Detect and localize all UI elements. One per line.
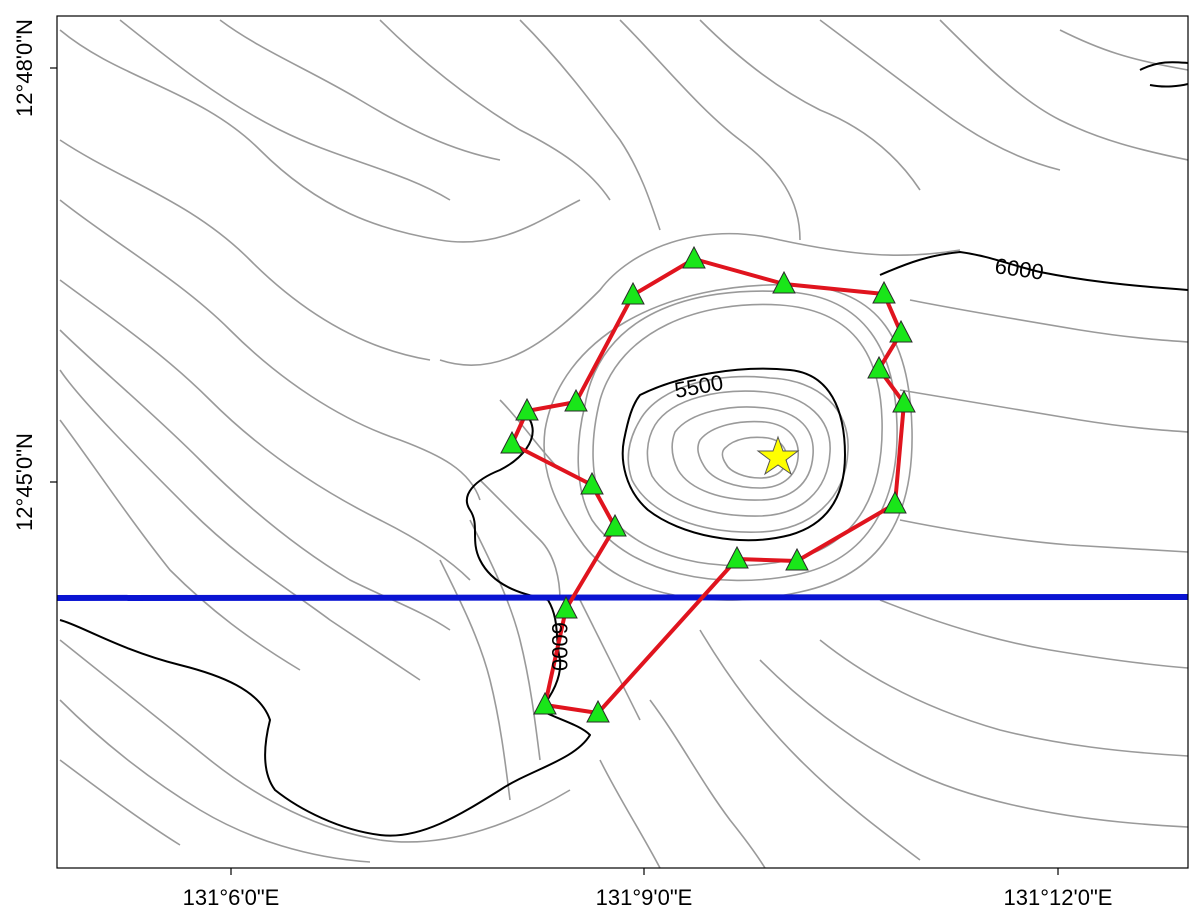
x-axis-labels: 131°6'0"E 131°9'0"E 131°12'0"E bbox=[183, 885, 1113, 910]
station-triangle-icon bbox=[867, 355, 891, 379]
station-triangle-icon bbox=[603, 513, 627, 537]
station-triangle-icon bbox=[533, 691, 557, 715]
station-triangle-icon bbox=[772, 270, 796, 294]
contour-label-5500: 5500 bbox=[673, 370, 726, 403]
y-tick-label: 12°45'0"N bbox=[12, 433, 37, 531]
axis-ticks bbox=[50, 67, 1059, 875]
black-contours bbox=[59, 61, 1188, 837]
y-axis-labels: 12°48'0"N 12°45'0"N bbox=[12, 19, 37, 531]
station-triangle-icon bbox=[554, 595, 578, 619]
station-triangle-icon bbox=[892, 389, 916, 413]
station-triangle-icon bbox=[889, 319, 913, 343]
x-tick-label: 131°9'0"E bbox=[596, 885, 693, 910]
station-triangle-icon bbox=[725, 545, 749, 569]
station-triangle-icon bbox=[872, 280, 896, 304]
contour-label-6000-north: 6000 bbox=[993, 253, 1045, 285]
station-triangle-icon bbox=[500, 430, 524, 454]
y-tick-label: 12°48'0"N bbox=[12, 19, 37, 117]
blue-transect-line bbox=[56, 594, 1189, 601]
x-tick-label: 131°6'0"E bbox=[183, 885, 280, 910]
station-triangle-icon bbox=[785, 547, 809, 571]
station-triangle-icon bbox=[580, 471, 604, 495]
x-tick-label: 131°12'0"E bbox=[1004, 885, 1113, 910]
station-triangle-icon bbox=[883, 490, 907, 514]
station-markers bbox=[500, 245, 916, 723]
station-triangle-icon bbox=[621, 281, 645, 305]
grey-contours bbox=[59, 19, 1188, 868]
map-frame bbox=[56, 15, 1189, 869]
star-icon bbox=[756, 435, 800, 476]
station-triangle-icon bbox=[515, 397, 539, 421]
station-triangle-icon bbox=[682, 245, 706, 269]
contour-labels: 6000 5500 6000 bbox=[547, 253, 1045, 671]
station-triangle-icon bbox=[564, 388, 588, 412]
contour-label-6000-south: 6000 bbox=[547, 622, 572, 671]
station-triangle-icon bbox=[586, 699, 610, 723]
